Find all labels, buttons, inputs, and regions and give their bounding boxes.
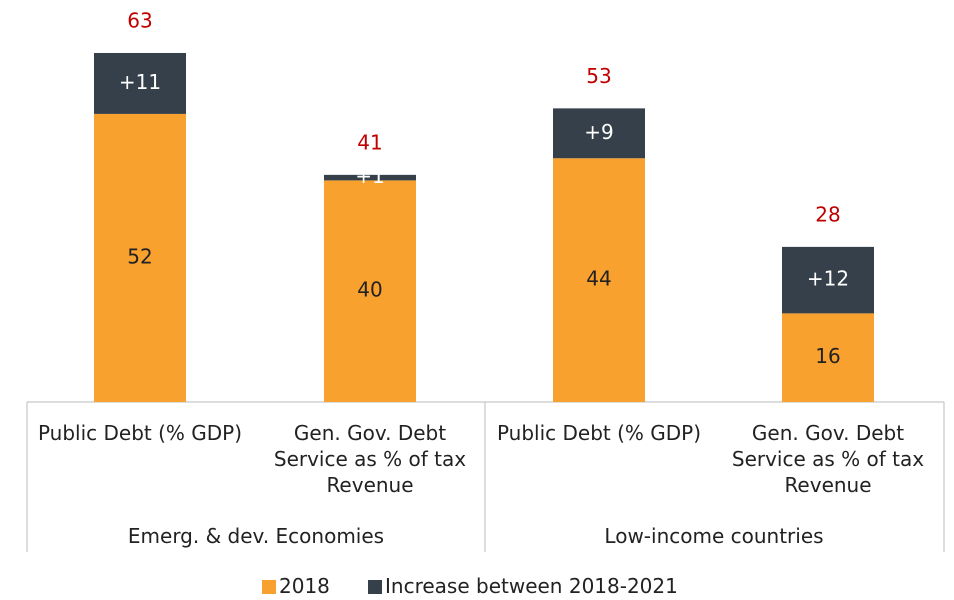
category-label: Public Debt (% GDP) bbox=[496, 421, 702, 445]
total-label: 63 bbox=[127, 8, 152, 32]
category-label: Gen. Gov. Debt Service as % of tax Reven… bbox=[731, 421, 925, 497]
bar-segment bbox=[553, 108, 645, 159]
bar-segment bbox=[553, 158, 645, 402]
total-label: 41 bbox=[357, 130, 382, 154]
value-label: 44 bbox=[586, 267, 611, 291]
value-label: 40 bbox=[357, 278, 382, 302]
bar-segment bbox=[324, 180, 416, 402]
value-label: 52 bbox=[127, 244, 152, 268]
value-label: +11 bbox=[119, 70, 161, 94]
value-label: 16 bbox=[815, 344, 840, 368]
category-label: Gen. Gov. Debt Service as % of tax Reven… bbox=[273, 421, 467, 497]
category-label: Public Debt (% GDP) bbox=[37, 421, 243, 445]
bar-segment bbox=[94, 113, 186, 403]
legend-label: Increase between 2018-2021 bbox=[385, 574, 678, 598]
total-label: 53 bbox=[586, 64, 611, 88]
value-label: +12 bbox=[807, 267, 849, 291]
bar-segment bbox=[324, 174, 416, 181]
legend-swatch bbox=[262, 580, 276, 594]
value-label: +9 bbox=[584, 120, 613, 144]
value-label: +1 bbox=[355, 164, 384, 188]
group-label: Emerg. & dev. Economies bbox=[127, 524, 385, 548]
bar-segment bbox=[94, 52, 186, 114]
group-label: Low-income countries bbox=[604, 524, 824, 548]
legend-label: 2018 bbox=[279, 574, 330, 598]
legend-swatch bbox=[368, 580, 382, 594]
bar-segment bbox=[782, 313, 874, 402]
total-label: 28 bbox=[815, 202, 840, 226]
bar-segment bbox=[782, 246, 874, 314]
